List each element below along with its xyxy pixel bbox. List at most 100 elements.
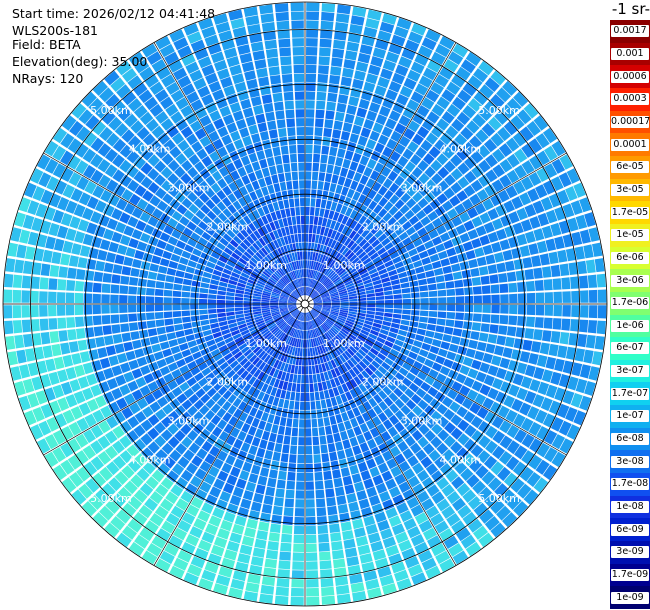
range-gate	[306, 552, 318, 561]
range-gate	[456, 406, 468, 418]
range-gate	[325, 319, 334, 326]
range-gate	[201, 64, 215, 77]
range-gate	[77, 339, 88, 351]
range-gate	[217, 386, 228, 396]
range-gate	[320, 399, 327, 409]
range-gate	[516, 387, 528, 401]
range-gate	[462, 489, 477, 503]
range-gate	[325, 110, 335, 120]
range-gate	[279, 307, 288, 311]
range-gate	[121, 406, 134, 419]
range-gate	[327, 505, 338, 516]
range-gate	[306, 278, 308, 287]
range-gate	[86, 373, 98, 386]
range-gate	[233, 438, 243, 450]
range-gate	[193, 77, 207, 90]
range-gate	[229, 150, 240, 162]
range-gate	[247, 24, 261, 35]
range-gate	[418, 185, 430, 197]
range-gate	[484, 411, 497, 424]
range-gate	[452, 43, 469, 58]
range-gate	[512, 132, 527, 147]
range-gate	[310, 320, 315, 329]
range-gate	[73, 390, 86, 404]
range-gate	[457, 346, 468, 356]
range-gate	[343, 420, 352, 430]
range-gate	[218, 320, 228, 327]
range-gate	[344, 280, 353, 286]
range-gate	[116, 397, 128, 410]
range-gate	[352, 354, 361, 363]
range-gate	[100, 405, 113, 419]
range-gate	[287, 364, 292, 373]
range-gate	[36, 234, 48, 248]
range-gate	[280, 293, 289, 298]
range-gate	[270, 387, 278, 397]
range-gate	[478, 486, 493, 501]
range-gate	[464, 313, 473, 321]
range-gate	[226, 291, 235, 297]
range-gate	[528, 138, 543, 154]
range-gate	[412, 405, 423, 417]
range-gate	[218, 166, 229, 177]
range-gate	[101, 315, 111, 325]
range-gate	[317, 524, 329, 534]
range-gate	[513, 258, 524, 270]
range-gate	[163, 224, 174, 235]
range-gate	[412, 417, 424, 429]
range-gate	[133, 156, 146, 170]
range-gate	[308, 233, 313, 243]
range-gate	[361, 370, 370, 380]
range-gate	[306, 278, 309, 287]
range-gate	[432, 217, 443, 228]
range-gate	[354, 116, 365, 127]
range-gate	[344, 484, 355, 495]
range-gate	[226, 243, 236, 252]
range-gate	[332, 325, 341, 332]
range-gate	[139, 527, 155, 542]
range-gate	[278, 470, 287, 480]
range-gate	[156, 200, 169, 212]
range-gate	[468, 339, 478, 350]
range-gate	[266, 320, 275, 326]
range-gate	[90, 211, 102, 224]
range-gate	[270, 302, 279, 304]
range-gate	[276, 370, 283, 380]
range-gate	[128, 313, 138, 322]
range-gate	[237, 320, 246, 326]
range-gate	[279, 308, 289, 312]
range-gate	[115, 374, 127, 387]
range-gate	[229, 532, 242, 544]
range-gate	[290, 162, 298, 172]
range-gate	[256, 381, 265, 391]
range-gate	[418, 549, 433, 563]
range-gate	[307, 269, 311, 278]
range-gate	[24, 410, 37, 426]
range-gate	[326, 101, 336, 111]
range-gate	[270, 305, 279, 308]
range-gate	[95, 336, 105, 348]
range-gate	[90, 169, 104, 184]
range-gate	[261, 295, 271, 299]
range-gate	[234, 515, 247, 527]
range-gate	[439, 132, 453, 145]
range-gate	[363, 279, 372, 285]
range-gate	[155, 409, 167, 421]
range-gate	[258, 277, 267, 284]
range-gate	[340, 235, 348, 245]
range-gate	[239, 127, 250, 138]
range-gate	[431, 260, 442, 269]
range-gate	[217, 316, 227, 322]
range-gate	[294, 270, 298, 279]
range-gate	[144, 96, 158, 111]
range-gate	[90, 384, 102, 397]
range-gate	[132, 258, 142, 269]
range-gate	[237, 282, 246, 288]
range-gate	[126, 150, 140, 164]
range-gate	[67, 267, 77, 279]
range-gate	[220, 76, 233, 89]
range-gate	[446, 491, 461, 505]
range-gate	[75, 450, 89, 465]
range-gate	[437, 429, 450, 442]
range-gate	[250, 501, 262, 512]
